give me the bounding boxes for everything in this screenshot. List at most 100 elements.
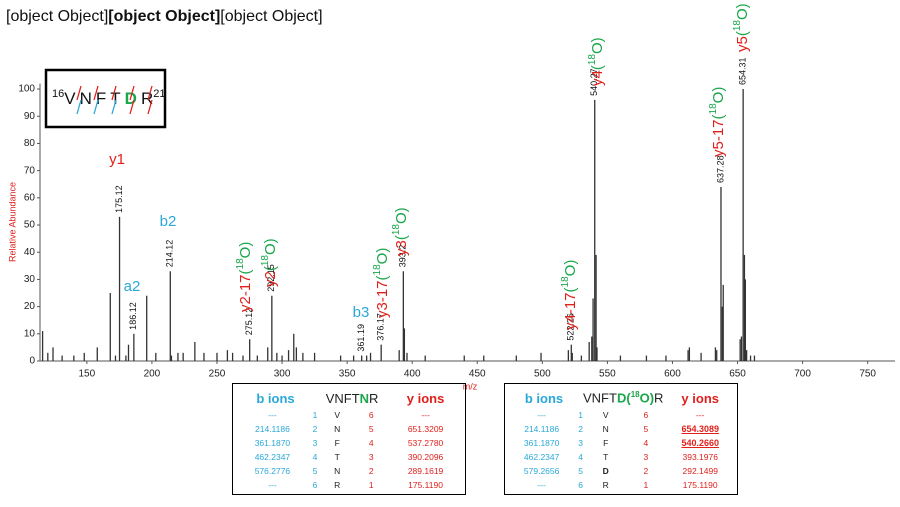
table-cell: D — [602, 466, 609, 476]
ion-label-part: y2-17 — [237, 274, 254, 312]
table-cell: 5 — [368, 424, 374, 434]
table-cell: 576.2776 — [254, 466, 291, 476]
ion-label-part: y5-17 — [710, 119, 727, 157]
x-tick-label: 650 — [729, 369, 746, 380]
ion-label: y4-17(18O) — [560, 260, 579, 330]
ion-label-part: y3-17 — [374, 280, 391, 318]
table-cell: 214.1186 — [524, 424, 560, 434]
table-cell: 361.1870 — [254, 438, 291, 448]
table-cell: T — [603, 452, 609, 462]
ion-table: b ions VNFTNR y ions --- 1 V 6 --- 214.1186 2 N 5 65… — [233, 388, 465, 492]
cleavage-mark — [93, 99, 99, 115]
table-cell: --- — [268, 410, 277, 420]
ion-label-part: ( — [562, 287, 579, 292]
x-axis-label: m/z — [463, 381, 478, 391]
table-cell: 393.1976 — [682, 452, 718, 462]
table-cell: 537.2780 — [407, 438, 444, 448]
y-tick-label: 70 — [24, 165, 36, 176]
ion-label: y4(18O) — [587, 37, 606, 86]
x-tick-label: 250 — [209, 369, 226, 380]
ion-label-part: O) — [734, 3, 751, 20]
x-tick-label: 350 — [339, 369, 356, 380]
cleavage-mark — [147, 85, 153, 101]
table-cell: 5 — [643, 424, 649, 434]
peak-label: 275.12 — [244, 308, 254, 336]
table-cell: 3 — [578, 438, 583, 448]
ion-label-part: 18 — [260, 255, 271, 267]
table-cell: F — [603, 438, 609, 448]
ion-label-part: O) — [562, 260, 579, 277]
sequence-part: D — [616, 390, 627, 406]
table-row: 462.2347 4 T 3 393.1976 — [505, 450, 737, 464]
table-cell: 1 — [643, 480, 649, 490]
ion-label-part: y5 — [734, 36, 751, 52]
table-row: --- 1 V 6 --- — [233, 408, 465, 422]
ion-label-part: y1 — [109, 151, 125, 168]
ion-table-box: b ions VNFTD(18O)R y ions --- 1 V 6 --- 214.1186… — [504, 383, 738, 495]
table-row: --- 6 R 1 175.1190 — [233, 478, 465, 492]
sequence-part: 18 — [630, 390, 640, 400]
cleavage-mark — [76, 85, 82, 101]
table-cell: F — [334, 438, 340, 448]
table-cell: 540.2660 — [681, 438, 719, 448]
header-sequence: VNFTD(18O)R — [583, 388, 663, 408]
table-cell: N — [334, 466, 341, 476]
table-cell: 4 — [368, 438, 374, 448]
ion-label: y2-17(18O) — [235, 242, 254, 312]
table-cell: 6 — [368, 410, 374, 420]
sequence-part: ( — [626, 390, 631, 406]
x-tick-label: 400 — [404, 369, 421, 380]
peak-label: 376.17 — [376, 313, 386, 341]
table-row: 214.1186 2 N 5 651.3209 — [233, 422, 465, 436]
header-b: b ions — [524, 390, 564, 406]
table-cell: 2 — [643, 466, 649, 476]
y-tick-label: 10 — [24, 328, 36, 339]
ion-label-part: y4-17 — [562, 292, 579, 330]
table-cell: 3 — [643, 452, 649, 462]
x-tick-label: 750 — [859, 369, 876, 380]
ion-label-part: 18 — [560, 276, 571, 288]
ion-label-part: y4 — [589, 70, 606, 86]
ion-label-part: 18 — [587, 54, 598, 66]
header-row: b ions VNFTD(18O)R y ions — [505, 388, 737, 408]
table-cell: --- — [695, 410, 705, 420]
table-cell: 5 — [312, 466, 318, 476]
ion-label-part: ( — [237, 269, 254, 274]
sequence-part: R — [369, 390, 379, 406]
y-tick-label: 90 — [24, 111, 36, 122]
ion-label: y5(18O) — [732, 3, 751, 52]
ion-label: y3(18O) — [391, 207, 410, 256]
table-cell: 292.1499 — [682, 466, 718, 476]
table-row: 579.2656 5 D 2 292.1499 — [505, 464, 737, 478]
table-cell: 6 — [643, 410, 649, 420]
table-cell: --- — [421, 410, 430, 420]
x-tick-label: 300 — [274, 369, 291, 380]
table-cell: 5 — [578, 466, 583, 476]
ion-label-part: O) — [262, 238, 279, 255]
ion-label-part: 18 — [732, 20, 743, 32]
table-cell: 3 — [368, 452, 374, 462]
ion-label: y2(18O) — [260, 238, 279, 287]
ion-label-part: O) — [393, 207, 410, 224]
table-cell: V — [334, 410, 341, 420]
ion-label-part: ( — [393, 235, 410, 240]
peptide-part: F — [96, 89, 106, 108]
ion-label-part: ( — [589, 65, 606, 70]
cleavage-mark — [147, 99, 153, 115]
header-row: b ions VNFTNR y ions — [233, 388, 465, 408]
sequence-part: N — [359, 390, 370, 406]
peptide-box — [44, 68, 167, 129]
table-cell: 3 — [312, 438, 318, 448]
ion-label-part: ( — [710, 114, 727, 119]
table-cell: 6 — [312, 480, 318, 490]
ion-label-part: a2 — [124, 278, 141, 295]
table-cell: --- — [537, 410, 546, 420]
table-cell: 462.2347 — [254, 452, 291, 462]
title-part: [object Object] — [108, 8, 220, 25]
table-cell: T — [334, 452, 340, 462]
table-row: 361.1870 3 F 4 540.2660 — [505, 436, 737, 450]
ion-label: y1 — [109, 151, 125, 168]
peptide-part: N — [80, 89, 92, 108]
header-sequence: VNFTNR — [318, 388, 386, 408]
